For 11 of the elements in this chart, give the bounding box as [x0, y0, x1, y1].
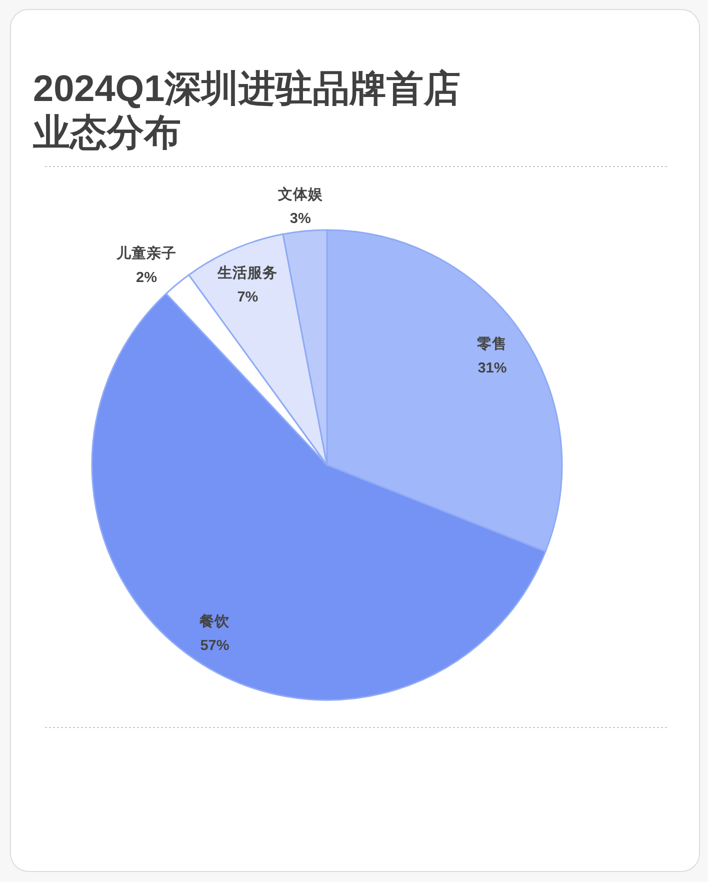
slice-label: 儿童亲子 — [115, 244, 176, 262]
data-label: 2% — [136, 270, 158, 286]
data-label: 7% — [237, 290, 258, 306]
data-label: 3% — [290, 210, 311, 227]
slice-label: 零售 — [477, 336, 508, 353]
slice-label: 文体娱 — [276, 186, 324, 203]
slice-label: 生活服务 — [216, 264, 278, 282]
slice-label: 餐饮 — [198, 613, 231, 630]
data-label: 31% — [478, 360, 507, 377]
chart-title: 2024Q1深圳进驻品牌首店业态分布 — [33, 68, 461, 153]
data-label: 57% — [200, 638, 230, 654]
